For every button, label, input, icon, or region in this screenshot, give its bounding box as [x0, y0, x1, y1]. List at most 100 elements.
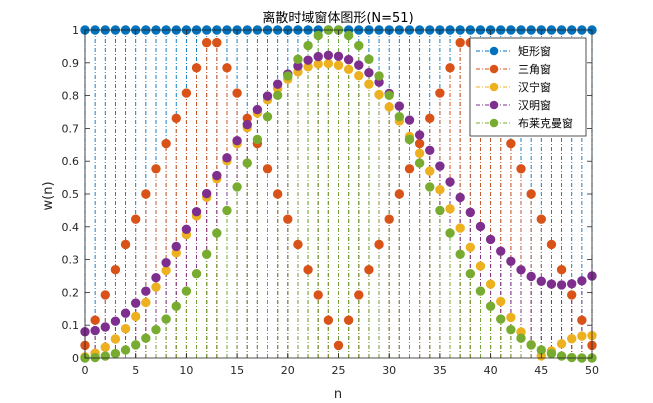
point-2-8: [161, 265, 171, 276]
legend-label-4: 布莱克曼窗: [518, 116, 573, 130]
point-2-5: [130, 311, 141, 322]
point-4-13: [212, 228, 222, 238]
point-4-34: [425, 182, 435, 192]
point-3-9: [171, 241, 181, 252]
legend-box: [469, 37, 587, 137]
point-3-14: [222, 153, 232, 163]
legend-label-0: 矩形窗: [518, 44, 551, 58]
x-tick-label-4: 20: [281, 364, 295, 377]
point-3-22: [303, 55, 313, 65]
point-3-26: [343, 54, 354, 65]
point-3-19: [272, 79, 283, 89]
point-1-46: [546, 239, 557, 250]
point-3-37: [455, 192, 465, 203]
point-2-2: [100, 342, 110, 352]
point-4-47: [556, 351, 567, 361]
point-1-31: [394, 189, 405, 199]
point-1-11: [191, 63, 202, 73]
point-4-6: [141, 333, 151, 343]
legend-marker-2: [489, 82, 499, 92]
point-1-49: [577, 315, 587, 325]
y-tick-label-7: 0.7: [62, 122, 80, 135]
x-tick-label-10: 50: [585, 364, 599, 377]
axes-layer: 0 5 10 15 20 25 30 35 40 45 50 0 0.1 0.2 0.3 0.4 0.5 0.6 0…: [62, 24, 600, 377]
point-4-29: [374, 71, 384, 81]
chart-title: 离散时域窗体图形(N=51): [262, 10, 413, 26]
point-3-17: [252, 104, 263, 115]
point-4-30: [384, 90, 394, 101]
point-4-38: [465, 269, 476, 279]
point-1-27: [354, 290, 364, 300]
x-tick-label-8: 40: [484, 364, 498, 377]
point-2-37: [455, 223, 465, 233]
point-2-48: [567, 334, 577, 344]
point-2-25: [333, 60, 344, 70]
point-2-39: [475, 261, 486, 271]
point-1-37: [455, 37, 465, 48]
point-4-5: [130, 340, 141, 350]
point-3-15: [232, 136, 242, 146]
point-3-27: [354, 60, 364, 70]
point-3-3: [110, 316, 121, 326]
point-4-7: [151, 324, 161, 335]
point-3-42: [506, 256, 516, 267]
point-1-13: [212, 37, 222, 48]
point-2-40: [485, 279, 496, 289]
x-tick-label-2: 10: [179, 364, 193, 377]
point-2-35: [435, 185, 445, 195]
point-1-24: [323, 315, 334, 325]
point-2-42: [506, 312, 516, 323]
point-2-38: [465, 242, 476, 252]
point-2-7: [151, 282, 161, 292]
point-4-22: [303, 40, 313, 51]
point-3-39: [475, 221, 486, 232]
markers-layer: [80, 25, 597, 363]
point-4-42: [506, 324, 516, 335]
point-3-45: [536, 276, 547, 286]
point-2-36: [445, 204, 455, 214]
point-4-20: [283, 71, 293, 81]
x-tick-label-3: 15: [230, 364, 244, 377]
legend-label-1: 三角窗: [518, 62, 551, 76]
point-1-6: [141, 189, 151, 199]
x-axis-label: n: [334, 387, 342, 402]
point-1-23: [313, 290, 323, 300]
point-4-17: [252, 134, 263, 145]
point-3-8: [161, 257, 171, 268]
point-3-6: [141, 286, 151, 296]
y-tick-label-5: 0.5: [62, 188, 80, 201]
y-tick-label-3: 0.3: [62, 254, 80, 267]
point-3-24: [323, 50, 334, 60]
point-4-28: [364, 54, 374, 64]
point-3-48: [567, 279, 577, 289]
point-4-12: [201, 249, 212, 259]
point-4-10: [181, 286, 192, 296]
point-3-43: [516, 265, 526, 275]
point-4-31: [394, 111, 405, 122]
point-4-26: [343, 30, 354, 41]
point-3-2: [100, 322, 110, 332]
point-2-24: [323, 58, 334, 69]
point-1-21: [293, 239, 303, 250]
point-4-21: [293, 54, 303, 64]
point-1-30: [384, 214, 394, 224]
point-1-22: [303, 265, 313, 275]
legend-label-3: 汉明窗: [518, 98, 551, 112]
legend-marker-1: [489, 64, 499, 74]
point-1-9: [171, 113, 181, 123]
point-3-35: [435, 161, 445, 171]
point-4-45: [536, 345, 547, 355]
y-tick-label-9: 0.9: [62, 57, 80, 70]
legend-marker-0: [489, 46, 499, 56]
point-3-49: [577, 276, 587, 286]
y-tick-label-4: 0.4: [62, 221, 80, 234]
x-tick-label-9: 45: [534, 364, 548, 377]
point-4-35: [435, 205, 445, 216]
point-2-30: [384, 102, 394, 112]
point-1-18: [262, 164, 273, 174]
point-4-3: [110, 348, 121, 359]
point-3-23: [313, 51, 323, 62]
point-4-33: [414, 158, 425, 168]
point-1-33: [414, 138, 425, 149]
